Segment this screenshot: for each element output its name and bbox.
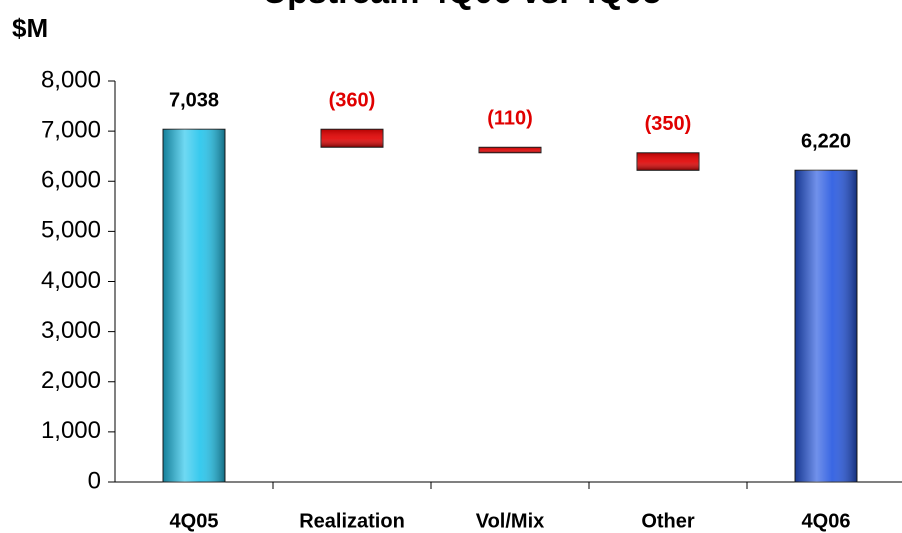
value-label: 6,220 <box>801 131 851 153</box>
bar-shade <box>637 152 699 171</box>
x-tick-label: Other <box>641 510 695 532</box>
y-tick-label: 4,000 <box>41 267 101 294</box>
y-tick-label: 1,000 <box>41 417 101 444</box>
x-tick-label: Vol/Mix <box>476 510 545 532</box>
bar-shade <box>795 170 857 482</box>
bar-shade <box>479 147 541 153</box>
y-tick-label: 8,000 <box>41 66 101 93</box>
y-axis-label: $M <box>12 13 48 43</box>
x-tick-label: 4Q05 <box>170 510 219 532</box>
x-tick-label: Realization <box>299 510 405 532</box>
chart-title: Upstream 4Q06 vs. 4Q05 <box>263 0 662 11</box>
y-tick-label: 6,000 <box>41 167 101 194</box>
value-label: (110) <box>487 108 533 130</box>
value-label: 7,038 <box>169 90 219 112</box>
y-tick-label: 7,000 <box>41 116 101 143</box>
y-tick-label: 3,000 <box>41 317 101 344</box>
x-tick-label: 4Q06 <box>802 510 851 532</box>
bar-shade <box>163 129 225 482</box>
y-tick-label: 5,000 <box>41 217 101 244</box>
y-tick-label: 0 <box>88 467 101 494</box>
value-label: (360) <box>329 90 376 112</box>
y-tick-label: 2,000 <box>41 367 101 394</box>
value-label: (350) <box>645 113 692 135</box>
bar-shade <box>321 129 383 148</box>
